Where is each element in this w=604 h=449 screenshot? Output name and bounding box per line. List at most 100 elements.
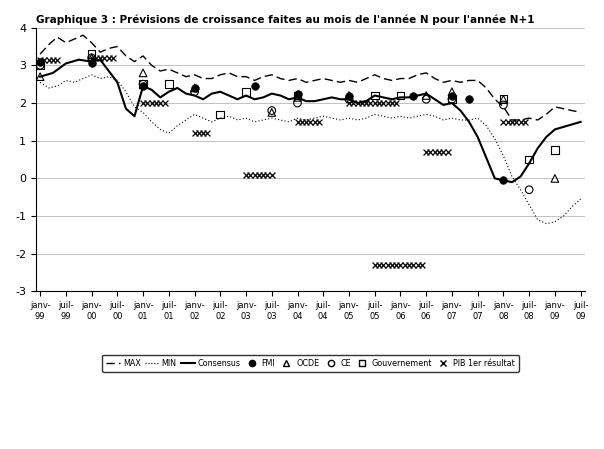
Point: [297, 118, 307, 125]
Point: [202, 130, 212, 137]
Point: [344, 92, 354, 99]
Point: [190, 84, 199, 92]
Point: [198, 130, 208, 137]
Point: [430, 149, 440, 156]
Point: [138, 81, 148, 88]
Point: [267, 109, 277, 116]
Point: [100, 54, 109, 62]
Point: [164, 81, 174, 88]
Point: [104, 54, 114, 62]
Point: [147, 99, 156, 106]
Point: [383, 99, 393, 106]
Point: [87, 54, 97, 62]
Point: [498, 101, 508, 109]
Text: Graphique 3 : Prévisions de croissance faites au mois de l'année N pour l'année : Graphique 3 : Prévisions de croissance f…: [36, 15, 535, 26]
Point: [35, 73, 45, 80]
Point: [138, 69, 148, 76]
Point: [293, 92, 303, 99]
Point: [464, 96, 474, 103]
Point: [293, 99, 303, 106]
Point: [417, 261, 427, 269]
Point: [422, 92, 431, 99]
Point: [357, 99, 367, 106]
Point: [314, 118, 324, 125]
Point: [263, 171, 272, 178]
Point: [503, 118, 513, 125]
Point: [293, 94, 303, 101]
Point: [216, 111, 225, 118]
Point: [344, 99, 354, 106]
Point: [190, 130, 199, 137]
Point: [241, 88, 251, 95]
Point: [35, 62, 45, 69]
Point: [194, 130, 204, 137]
Point: [365, 99, 375, 106]
Point: [524, 156, 534, 163]
Point: [245, 171, 255, 178]
Point: [301, 118, 311, 125]
Point: [138, 83, 148, 90]
Point: [370, 92, 379, 99]
Point: [498, 96, 508, 103]
Point: [413, 261, 422, 269]
Point: [516, 118, 525, 125]
Point: [349, 99, 358, 106]
Point: [159, 99, 169, 106]
Point: [520, 118, 530, 125]
Point: [370, 99, 379, 106]
Point: [35, 58, 45, 65]
Point: [293, 90, 303, 97]
Point: [524, 186, 534, 194]
Point: [151, 99, 161, 106]
Point: [447, 96, 457, 103]
Point: [447, 96, 457, 103]
Point: [138, 81, 148, 88]
Point: [87, 54, 97, 62]
Point: [155, 99, 165, 106]
Point: [40, 56, 50, 63]
Legend: MAX, MIN, Consensus, FMI, OCDE, CE, Gouvernement, PIB 1er résultat: MAX, MIN, Consensus, FMI, OCDE, CE, Gouv…: [102, 355, 519, 372]
Point: [512, 118, 521, 125]
Point: [344, 96, 354, 103]
Point: [426, 149, 435, 156]
Point: [310, 118, 320, 125]
Point: [143, 99, 152, 106]
Point: [91, 54, 101, 62]
Point: [344, 92, 354, 99]
Point: [250, 83, 260, 90]
Point: [87, 60, 97, 67]
Point: [361, 99, 371, 106]
Point: [250, 171, 260, 178]
Point: [379, 261, 388, 269]
Point: [447, 88, 457, 95]
Point: [190, 88, 199, 95]
Point: [447, 92, 457, 99]
Point: [267, 171, 277, 178]
Point: [87, 50, 97, 57]
Point: [422, 149, 431, 156]
Point: [35, 62, 45, 69]
Point: [306, 118, 315, 125]
Point: [259, 171, 268, 178]
Point: [95, 54, 105, 62]
Point: [550, 175, 560, 182]
Point: [383, 261, 393, 269]
Point: [53, 56, 62, 63]
Point: [443, 149, 452, 156]
Point: [498, 177, 508, 184]
Point: [404, 261, 414, 269]
Point: [396, 92, 405, 99]
Point: [374, 261, 384, 269]
Point: [108, 54, 118, 62]
Point: [48, 56, 58, 63]
Point: [391, 261, 401, 269]
Point: [374, 99, 384, 106]
Point: [254, 171, 264, 178]
Point: [434, 149, 444, 156]
Point: [422, 96, 431, 103]
Point: [87, 54, 97, 62]
Point: [44, 56, 54, 63]
Point: [498, 118, 508, 125]
Point: [379, 99, 388, 106]
Point: [387, 261, 397, 269]
